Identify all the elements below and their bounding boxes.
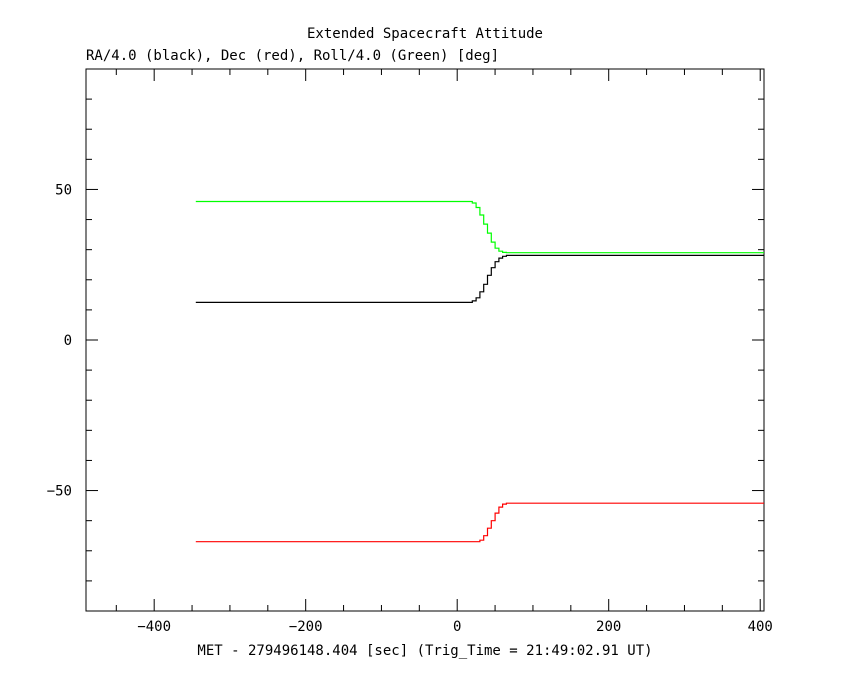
x-tick-label: 0 xyxy=(453,619,461,635)
chart-title: Extended Spacecraft Attitude xyxy=(307,26,543,42)
axis-ticks xyxy=(86,69,764,611)
x-tick-label: 200 xyxy=(596,619,621,635)
y-tick-label: 0 xyxy=(64,333,72,349)
tick-labels: −400 −200 0 200 400 −50 0 50 xyxy=(47,182,773,635)
y-tick-label: −50 xyxy=(47,484,72,500)
x-tick-label: −400 xyxy=(137,619,171,635)
x-tick-label: −200 xyxy=(289,619,323,635)
series-line-1 xyxy=(195,502,764,543)
x-axis-label: MET - 279496148.404 [sec] (Trig_Time = 2… xyxy=(197,643,652,659)
chart-subtitle: RA/4.0 (black), Dec (red), Roll/4.0 (Gre… xyxy=(86,48,499,64)
series-line-0 xyxy=(195,254,764,303)
y-tick-label: 50 xyxy=(55,182,72,198)
series-lines xyxy=(195,200,764,543)
series-line-2 xyxy=(195,200,764,254)
plot-frame xyxy=(85,68,765,612)
x-tick-label: 400 xyxy=(748,619,773,635)
